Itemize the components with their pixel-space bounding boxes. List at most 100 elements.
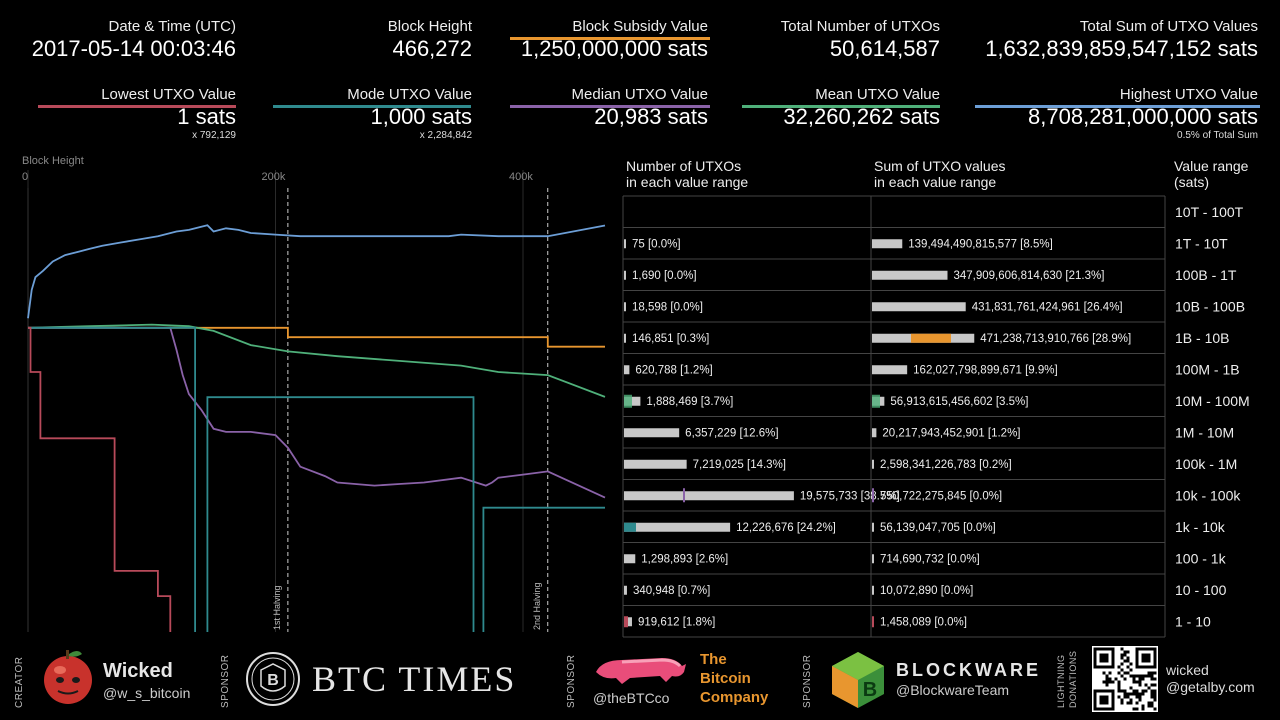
x-axis-label: Block Height [22,155,84,167]
series-line-lowest-utxo-value [28,326,172,632]
qr-module [1123,650,1127,654]
qr-module [1144,674,1148,678]
qr-module [1123,695,1127,699]
sum-bar-label: 1,458,089 [0.0%] [880,616,967,628]
stat-label: Median UTXO Value [571,86,708,103]
qr-module [1120,701,1124,705]
qr-module [1153,698,1157,702]
stat-label: Date & Time (UTC) [108,18,236,35]
creator-handle[interactable]: @w_s_bitcoin [103,685,191,701]
value-range-label: 10 - 100 [1175,582,1227,598]
sum-bar-label: 431,831,761,424,961 [26.4%] [972,301,1123,313]
stat-color-underline [742,105,940,108]
count-bar-label: 146,851 [0.3%] [632,333,709,345]
qr-module [1150,674,1154,678]
series-line-block-subsidy-value [28,326,605,348]
qr-module [1120,689,1124,693]
qr-module [1132,677,1136,681]
tbc-handle[interactable]: @theBTCco [593,690,670,706]
count-header-line2: in each value range [626,174,749,190]
qr-module [1126,692,1130,696]
qr-module [1153,707,1157,711]
value-range-label: 100M - 1B [1175,361,1240,377]
qr-module [1126,656,1130,660]
lightning-qr-code-icon[interactable] [1092,646,1158,712]
sum-header: Sum of UTXO values in each value range [874,158,1006,190]
sum-bar-label: 139,494,490,815,577 [8.5%] [908,238,1053,250]
qr-module [1153,689,1157,693]
count-bar [624,396,641,406]
stat-mode: Mode UTXO Value 1,000 sats x 2,284,842 [347,86,472,142]
stat-value: 1 sats [177,104,236,129]
lightning-label-1: LIGHTNING [1056,654,1066,708]
sum-bar [872,585,874,595]
btctimes-logo-icon: B [246,652,300,706]
qr-finder-core [1099,695,1109,705]
sum-bar [872,302,966,312]
btctimes-logo-letter: B [267,672,279,689]
stat-color-underline [510,37,710,40]
donation-address[interactable]: wicked @getalby.com [1166,662,1255,696]
qr-module [1129,701,1133,705]
utxo-history-line-chart: Block Height 0 200k 400k 1st Halving 2nd Halv… [22,155,606,632]
stat-lowest: Lowest UTXO Value 1 sats x 792,129 [101,86,236,142]
qr-module [1147,671,1151,675]
stat-subsidy: Block Subsidy Value 1,250,000,000 sats [521,18,708,62]
qr-module [1123,689,1127,693]
blockware-handle[interactable]: @BlockwareTeam [896,682,1010,698]
stat-subvalue: x 2,284,842 [419,130,472,141]
value-range-label: 10T - 100T [1175,204,1244,220]
qr-module [1153,671,1157,675]
qr-module [1114,677,1118,681]
qr-module [1150,695,1154,699]
qr-module [1135,692,1139,696]
qr-module [1153,692,1157,696]
sum-header-line1: Sum of UTXO values [874,158,1006,174]
qr-module [1129,674,1133,678]
qr-module [1150,692,1154,696]
qr-module [1129,692,1133,696]
qr-module [1138,677,1142,681]
count-header: Number of UTXOs in each value range [626,158,748,190]
lowest-indicator [624,616,628,628]
stat-label: Total Sum of UTXO Values [1079,18,1258,35]
sponsor-label-2: SPONSOR [566,654,577,708]
stat-value: 1,000 sats [370,104,472,129]
qr-module [1147,701,1151,705]
count-bar [624,270,626,280]
qr-module [1117,671,1121,675]
qr-module [1150,683,1154,687]
qr-module [1123,653,1127,657]
mean-indicator [624,394,632,408]
donation-line2: @getalby.com [1166,679,1255,695]
stat-label: Lowest UTXO Value [101,86,236,103]
series-line-highest-utxo-value [27,224,606,319]
count-bar [624,491,794,501]
count-bar [624,333,626,343]
sum-bar [872,270,948,280]
qr-module [1120,674,1124,678]
stat-value: 1,250,000,000 sats [520,36,708,61]
sum-bar-label: 550,722,275,845 [0.0%] [880,490,1002,502]
mode-indicator [624,522,636,532]
qr-finder-core [1141,653,1151,663]
stat-label: Mean UTXO Value [815,86,940,103]
qr-module [1135,707,1139,711]
value-range-label: 1B - 10B [1175,330,1229,346]
count-bar [624,585,627,595]
stat-mean: Mean UTXO Value 32,260,262 sats [783,86,940,130]
sum-bar-label: 471,238,713,910,766 [28.9%] [980,333,1131,345]
qr-module [1147,704,1151,708]
value-range-label: 1M - 10M [1175,424,1234,440]
stat-color-underline [975,105,1260,108]
x-tick-label: 200k [262,171,286,183]
qr-module [1141,689,1145,693]
range-header-line2: (sats) [1174,174,1209,190]
qr-module [1138,674,1142,678]
qr-module [1153,695,1157,699]
creator-label: CREATOR [14,656,25,708]
qr-module [1138,680,1142,684]
qr-module [1141,674,1145,678]
value-range-label: 1 - 10 [1175,613,1211,629]
count-bar-label: 919,612 [1.8%] [638,616,715,628]
